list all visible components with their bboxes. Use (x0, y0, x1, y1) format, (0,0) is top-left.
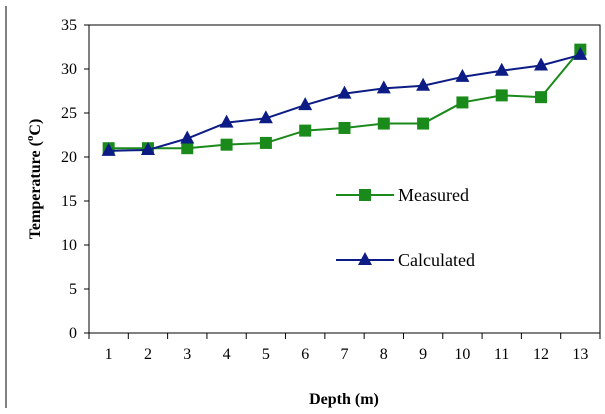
data-point-measured (456, 96, 469, 109)
x-tick-label: 10 (454, 346, 470, 363)
y-tick-label: 30 (61, 61, 77, 78)
x-tick-label: 5 (262, 346, 270, 363)
data-point-measured (259, 136, 272, 149)
x-tick-label: 13 (572, 346, 588, 363)
data-point-measured (220, 138, 233, 151)
data-point-calculated (416, 77, 431, 91)
legend-label-calculated: Calculated (398, 250, 475, 270)
x-tick-label: 2 (144, 346, 152, 363)
series-layer (101, 43, 588, 156)
y-axis-title-superscript: o (24, 135, 36, 141)
x-tick-label: 6 (301, 346, 309, 363)
legend-item-calculated: Calculated (336, 250, 475, 270)
data-point-calculated (258, 110, 273, 124)
y-tick-label: 25 (61, 105, 77, 122)
legend-label-measured: Measured (398, 185, 469, 205)
y-axis: 0 5 10 15 20 25 30 35 (61, 17, 89, 342)
data-point-calculated (180, 130, 195, 144)
x-tick-label: 9 (419, 346, 427, 363)
data-point-measured (535, 91, 548, 104)
data-point-measured (417, 117, 430, 130)
y-tick-label: 15 (61, 193, 77, 210)
data-point-calculated (219, 114, 234, 128)
data-point-calculated (376, 80, 391, 94)
data-point-measured (181, 142, 194, 155)
legend-item-measured: Measured (336, 185, 469, 205)
x-tick-label: 1 (105, 346, 113, 363)
data-point-calculated (337, 85, 352, 99)
data-point-calculated (298, 97, 313, 111)
x-tick-label: 11 (494, 346, 509, 363)
x-tick-label: 3 (183, 346, 191, 363)
x-tick-label: 7 (341, 346, 349, 363)
series-measured (102, 43, 587, 155)
data-point-calculated (494, 62, 509, 76)
x-axis-title: Depth (m) (309, 391, 379, 408)
y-tick-label: 35 (61, 17, 77, 34)
y-tick-label: 5 (69, 281, 77, 298)
x-tick-label: 12 (533, 346, 549, 363)
data-point-calculated (140, 141, 155, 155)
x-tick-label: 8 (380, 346, 388, 363)
data-point-calculated (534, 57, 549, 71)
data-point-measured (299, 124, 312, 137)
data-point-measured (495, 89, 508, 102)
data-point-measured (338, 121, 351, 134)
series-calculated (101, 46, 588, 156)
data-point-measured (377, 117, 390, 130)
y-tick-label: 10 (61, 237, 77, 254)
legend-marker-calculated (358, 252, 372, 265)
legend: Measured Calculated (336, 185, 475, 270)
x-axis: 1 2 3 4 5 6 7 8 9 10 11 12 13 (88, 333, 601, 363)
data-point-calculated (101, 142, 116, 156)
y-tick-label: 0 (69, 325, 77, 342)
plot-area (88, 24, 601, 334)
data-point-calculated (573, 46, 588, 60)
y-axis-title: Temperature (oC) (24, 119, 44, 240)
data-point-calculated (455, 68, 470, 82)
x-tick-label: 4 (223, 346, 231, 363)
y-tick-label: 20 (61, 149, 77, 166)
legend-marker-measured (359, 189, 371, 201)
